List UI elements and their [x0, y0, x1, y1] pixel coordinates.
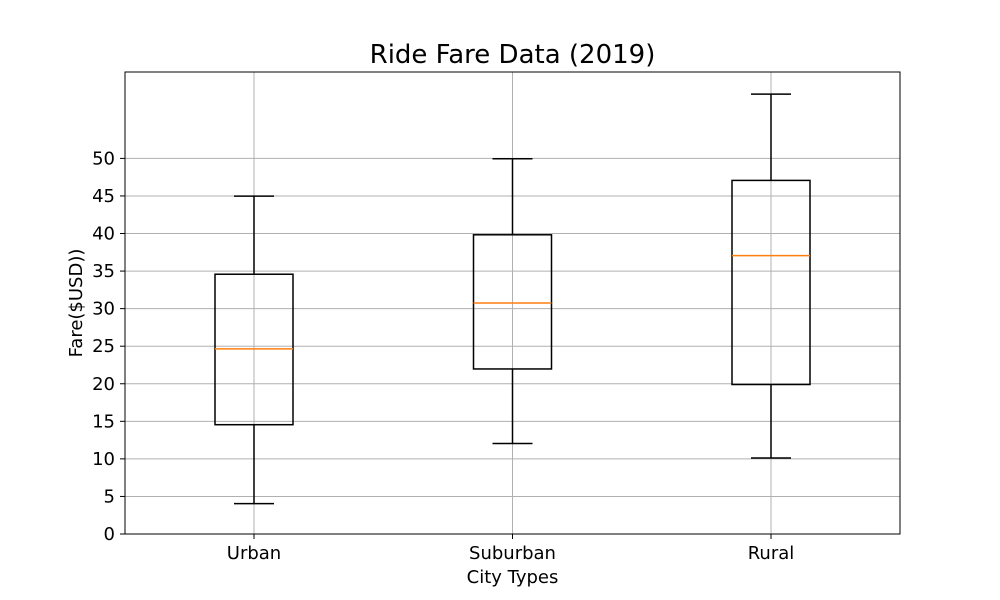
y-tick-label: 0	[104, 524, 115, 545]
y-tick-label: 50	[92, 148, 115, 169]
x-axis-label: City Types	[467, 567, 559, 588]
x-tick-label: Rural	[748, 543, 795, 564]
chart-title: Ride Fare Data (2019)	[370, 40, 656, 70]
tick-layer: 0 5 10 15 20 25 30 35 40 45 50 Urban Suburban Rural	[92, 148, 794, 564]
y-tick-label: 35	[92, 261, 115, 282]
x-tick-label: Urban	[227, 543, 281, 564]
y-tick-label: 30	[92, 299, 115, 320]
y-tick-label: 15	[92, 411, 115, 432]
y-tick-label: 10	[92, 449, 115, 470]
x-tick-label: Suburban	[469, 543, 556, 564]
box-suburban	[472, 234, 553, 370]
y-tick-label: 25	[92, 336, 115, 357]
plot-frame	[124, 71, 901, 535]
y-tick-label: 45	[92, 186, 115, 207]
box-rural	[731, 179, 811, 386]
box-layer	[214, 93, 811, 505]
y-tick-label: 40	[92, 224, 115, 245]
y-tick-label: 5	[104, 486, 115, 507]
y-tick-label: 20	[92, 374, 115, 395]
y-axis-label: Fare($USD))	[66, 249, 87, 358]
